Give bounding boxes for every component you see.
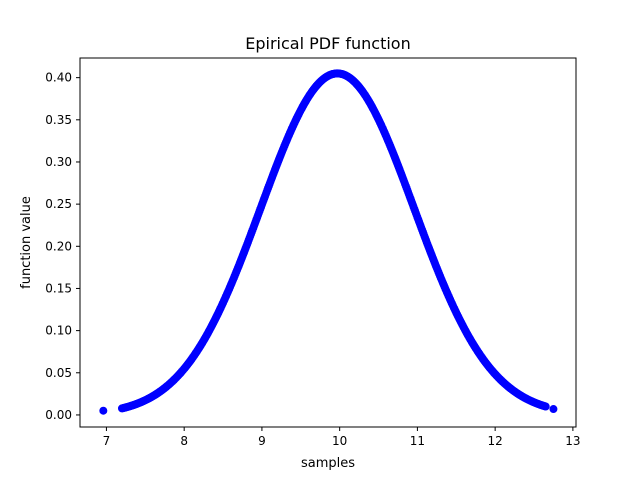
x-tick-label: 11	[410, 434, 425, 448]
x-tick-label: 8	[180, 434, 188, 448]
y-tick-label: 0.00	[45, 408, 72, 422]
y-axis-ticks: 0.00 0.05 0.10 0.15 0.20 0.25 0.30 0.35 0.40	[45, 71, 80, 422]
x-axis-ticks: 7 8 9 10 11 12 13	[103, 427, 581, 448]
y-tick-label: 0.05	[45, 366, 72, 380]
x-tick-label: 9	[258, 434, 266, 448]
x-tick-label: 13	[565, 434, 580, 448]
y-tick-label: 0.40	[45, 71, 72, 85]
x-tick-label: 10	[332, 434, 347, 448]
y-tick-label: 0.20	[45, 239, 72, 253]
y-tick-label: 0.15	[45, 281, 72, 295]
y-tick-label: 0.35	[45, 113, 72, 127]
x-tick-label: 7	[103, 434, 111, 448]
data-point	[549, 405, 558, 414]
data-points	[99, 69, 558, 415]
y-tick-label: 0.25	[45, 197, 72, 211]
chart-title: Epirical PDF function	[245, 34, 410, 53]
y-axis-label: function value	[19, 196, 34, 289]
data-point	[541, 402, 550, 411]
y-tick-label: 0.30	[45, 155, 72, 169]
x-tick-label: 12	[488, 434, 503, 448]
x-axis-label: samples	[301, 456, 355, 471]
plot-frame	[79, 57, 577, 428]
data-point	[99, 406, 108, 415]
y-tick-label: 0.10	[45, 324, 72, 338]
